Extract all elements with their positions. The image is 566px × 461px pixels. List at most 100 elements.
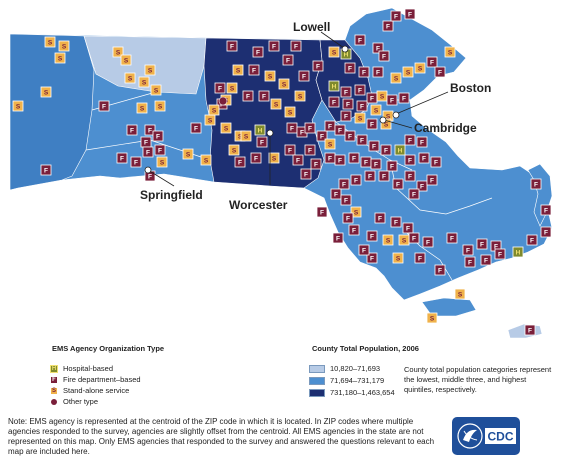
fire-dept-marker: F [284,144,296,156]
svg-text:F: F [130,127,134,134]
svg-text:H: H [344,51,349,58]
svg-text:S: S [238,133,243,140]
standalone-marker: S [54,52,66,64]
fire-dept-marker: F [370,158,382,170]
legend-item-other: Other type [50,397,98,406]
fire-dept-marker: F [426,56,438,68]
standalone-marker: S [226,82,238,94]
population-legend-title: County Total Population, 2006 [312,344,419,353]
svg-text:S: S [148,67,153,74]
standalone-marker: S [58,40,70,52]
standalone-marker: S [270,98,282,110]
svg-text:F: F [420,183,424,190]
svg-text:F: F [368,173,372,180]
svg-text:F: F [288,147,292,154]
svg-text:F: F [144,139,148,146]
fire-dept-marker: F [324,152,336,164]
fire-dept-marker: F [366,252,378,264]
svg-text:F: F [262,93,266,100]
svg-text:F: F [332,99,336,106]
fire-dept-marker: F [402,222,414,234]
hospital-marker: H [254,124,266,136]
fire-dept-marker: F [434,66,446,78]
svg-text:F: F [294,43,298,50]
svg-text:F: F [344,197,348,204]
svg-text:F: F [362,69,366,76]
legend-label: Other type [63,397,99,406]
fire-dept-marker: F [340,194,352,206]
fire-dept-marker: F [268,40,280,52]
svg-text:S: S [406,69,411,76]
fire-dept-marker: F [152,130,164,142]
svg-text:F: F [390,163,394,170]
standalone-marker: S [390,72,402,84]
svg-text:F: F [252,67,256,74]
svg-text:S: S [208,117,213,124]
svg-text:F: F [386,23,390,30]
fire-dept-marker: F [286,122,298,134]
svg-text:S: S [224,125,229,132]
svg-text:H: H [332,83,337,90]
city-label-worcester: Worcester [229,198,288,212]
standalone-marker: S [44,36,56,48]
svg-text:F: F [372,143,376,150]
fire-dept-marker: F [360,156,372,168]
svg-text:F: F [422,155,426,162]
svg-text:F: F [408,157,412,164]
standalone-marker: S [268,152,280,164]
fire-dept-marker: F [252,46,264,58]
fire-dept-marker: F [356,134,368,146]
standalone-marker: S [228,144,240,156]
fire-dept-marker: F [332,232,344,244]
svg-text:F: F [534,181,538,188]
fire-dept-marker: F [144,124,156,136]
svg-text:F: F [450,235,454,242]
fire-dept-marker: F [446,232,458,244]
fire-dept-marker: F [316,206,328,218]
svg-text:F: F [420,139,424,146]
svg-text:F: F [308,147,312,154]
fire-dept-marker: F [414,252,426,264]
svg-text:S: S [16,103,21,110]
svg-text:F: F [338,127,342,134]
svg-text:F: F [412,235,416,242]
standalone-marker: S [444,46,456,58]
svg-text:F: F [394,13,398,20]
svg-text:F: F [158,147,162,154]
standalone-marker: S [284,106,296,118]
svg-text:F: F [498,251,502,258]
cdc-logo: CDC [452,417,520,455]
svg-text:F: F [530,237,534,244]
svg-text:S: S [236,67,241,74]
svg-text:F: F [438,69,442,76]
svg-text:F: F [120,155,124,162]
svg-text:S: S [212,107,217,114]
fire-dept-marker: F [480,254,492,266]
city-callout-worcester: Worcester [229,129,288,212]
fire-dept-marker: F [408,232,420,244]
fire-dept-marker: F [530,178,542,190]
fire-dept-marker: F [344,62,356,74]
standalone-marker: S [156,156,168,168]
svg-text:F: F [370,233,374,240]
svg-text:F: F [148,173,152,180]
band-label: 731,180–1,463,654 [330,388,395,397]
fire-dept-marker: F [494,248,506,260]
fire-dept-marker: F [422,236,434,248]
fire-dept-marker: F [404,8,416,20]
fire-dept-marker: F [140,136,152,148]
svg-text:F: F [272,43,276,50]
svg-text:F: F [334,191,338,198]
svg-text:S: S [204,157,209,164]
svg-text:S: S [186,151,191,158]
svg-text:S: S [128,75,133,82]
fire-dept-marker: F [350,174,362,186]
svg-text:F: F [348,133,352,140]
hospital-marker: H [394,144,406,156]
other-dot-icon [51,398,57,405]
standalone-marker: S [124,72,136,84]
svg-text:F: F [402,95,406,102]
fire-dept-marker: F [462,244,474,256]
svg-text:S: S [140,105,145,112]
svg-text:H: H [258,127,263,134]
